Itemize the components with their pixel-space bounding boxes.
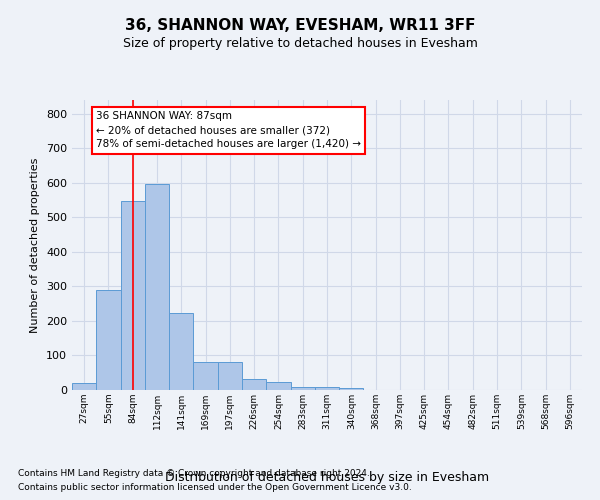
- Y-axis label: Number of detached properties: Number of detached properties: [31, 158, 40, 332]
- Bar: [242, 378, 266, 390]
- X-axis label: Distribution of detached houses by size in Evesham: Distribution of detached houses by size …: [165, 471, 489, 484]
- Bar: [96, 290, 121, 390]
- Bar: [169, 314, 193, 390]
- Text: Contains public sector information licensed under the Open Government Licence v3: Contains public sector information licen…: [18, 484, 412, 492]
- Text: Contains HM Land Registry data © Crown copyright and database right 2024.: Contains HM Land Registry data © Crown c…: [18, 468, 370, 477]
- Bar: [315, 387, 339, 390]
- Text: 36, SHANNON WAY, EVESHAM, WR11 3FF: 36, SHANNON WAY, EVESHAM, WR11 3FF: [125, 18, 475, 32]
- Bar: [145, 184, 169, 390]
- Text: Size of property relative to detached houses in Evesham: Size of property relative to detached ho…: [122, 38, 478, 51]
- Bar: [266, 382, 290, 390]
- Bar: [72, 383, 96, 390]
- Bar: [290, 386, 315, 390]
- Text: 36 SHANNON WAY: 87sqm
← 20% of detached houses are smaller (372)
78% of semi-det: 36 SHANNON WAY: 87sqm ← 20% of detached …: [96, 112, 361, 150]
- Bar: [218, 362, 242, 390]
- Bar: [339, 388, 364, 390]
- Bar: [193, 362, 218, 390]
- Bar: [121, 201, 145, 390]
